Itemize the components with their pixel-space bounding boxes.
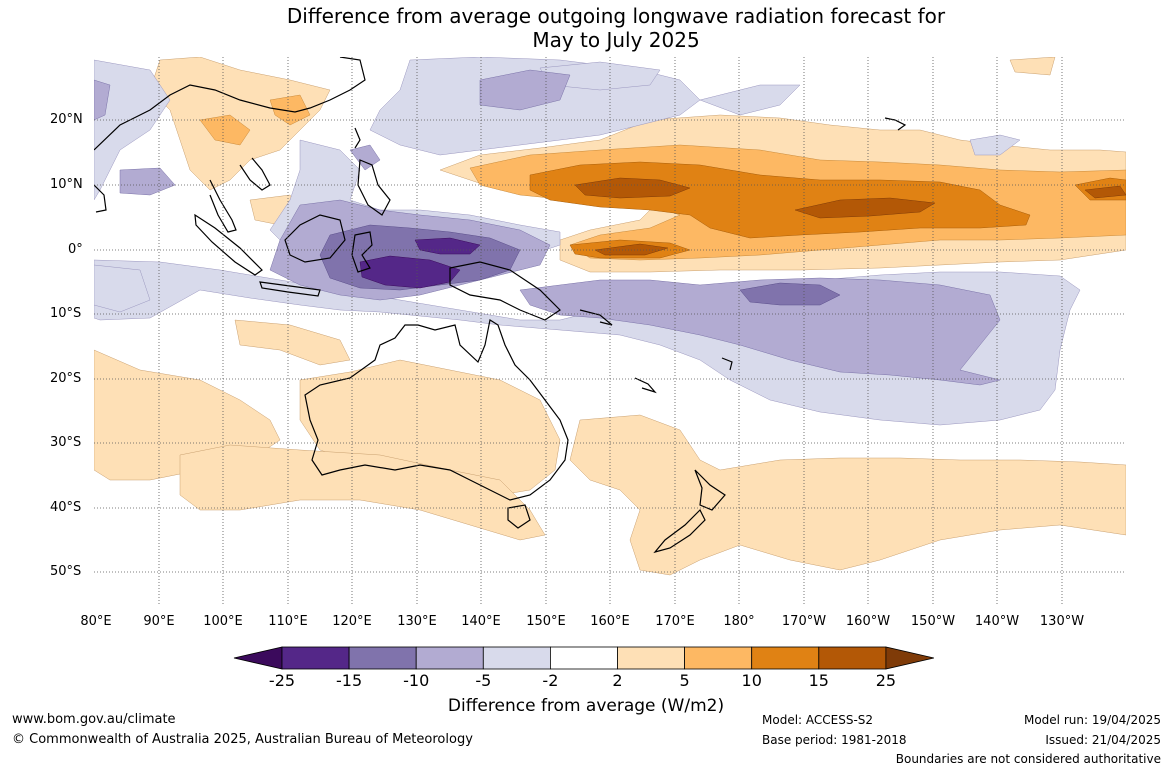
model-run-date: Model run: 19/04/2025	[1023, 713, 1161, 727]
graticule	[94, 57, 1126, 605]
lon-label-150w: 150°W	[910, 614, 956, 629]
anomaly-15-to-25-regions	[574, 177, 1126, 256]
lon-label-130w: 130°W	[1039, 614, 1085, 629]
lon-label-160w: 160°W	[845, 614, 891, 629]
fiji-outline	[721, 357, 733, 371]
mainland-asia-outline	[94, 57, 366, 233]
colorbar-tick-label: -25	[268, 671, 296, 690]
colorbar-tick-label: -10	[403, 671, 430, 690]
lon-label-120e: 120°E	[332, 614, 372, 629]
lat-label-20n: 20°N	[50, 112, 83, 127]
colorbar-tick-label: 10	[741, 671, 762, 690]
new-zealand-north-outline	[694, 469, 726, 511]
new-zealand-south-outline	[653, 508, 706, 554]
java-outline	[259, 281, 321, 297]
title-line-1: Difference from average outgoing longwav…	[286, 4, 946, 28]
colorbar-segment	[482, 646, 551, 670]
colorbar-tick-label: 25	[875, 671, 897, 690]
colorbar-tick-label: 5	[679, 671, 690, 690]
lon-label-180: 180°	[723, 614, 755, 629]
india-outline	[94, 184, 107, 213]
colorbar-segment	[684, 646, 753, 670]
new-guinea-outline	[449, 261, 561, 321]
lat-label-30s: 30°S	[50, 435, 82, 450]
lat-label-10s: 10°S	[50, 306, 82, 321]
colorbar-arrow-high	[885, 646, 934, 670]
lon-label-110e: 110°E	[268, 614, 308, 629]
coastlines	[94, 57, 907, 554]
australia-outline	[304, 319, 569, 501]
colorbar-segment	[348, 646, 417, 670]
colorbar-segment	[818, 646, 887, 670]
lat-label-10n: 10°N	[50, 177, 83, 192]
colorbar-segment	[281, 646, 350, 670]
tasmania-outline	[507, 504, 531, 529]
model-name: Model: ACCESS-S2	[762, 713, 874, 727]
lon-label-90e: 90°E	[143, 614, 175, 629]
lon-label-140w: 140°W	[974, 614, 1020, 629]
lat-label-equator: 0°	[68, 242, 83, 257]
sulawesi-outline	[351, 231, 373, 273]
lon-label-160e: 160°E	[590, 614, 630, 629]
new-caledonia-outline	[634, 377, 657, 394]
boundary-disclaimer: Boundaries are not considered authoritat…	[895, 752, 1161, 766]
lat-label-40s: 40°S	[50, 500, 82, 515]
colorbar-tick-label: -15	[336, 671, 363, 690]
colorbar-tick-label: -2	[542, 671, 559, 690]
anomaly-map	[94, 57, 1126, 605]
base-period: Base period: 1981-2018	[762, 733, 907, 747]
chart-title: Difference from average outgoing longwav…	[0, 4, 1173, 52]
colorbar-segment	[617, 646, 685, 670]
lon-label-80e: 80°E	[80, 614, 112, 629]
colorbar-segment	[415, 646, 484, 670]
lat-label-20s: 20°S	[50, 371, 82, 386]
colorbar-segment	[549, 646, 618, 670]
hawaii-outline	[884, 117, 907, 131]
lat-label-50s: 50°S	[50, 564, 82, 579]
copyright-text: © Commonwealth of Australia 2025, Austra…	[12, 732, 473, 747]
website-link[interactable]: www.bom.gov.au/climate	[12, 712, 176, 727]
colorbar	[233, 646, 934, 670]
lon-label-140e: 140°E	[461, 614, 501, 629]
colorbar-tick-label: -5	[475, 671, 492, 690]
title-line-2: May to July 2025	[532, 28, 700, 52]
lon-label-100e: 100°E	[203, 614, 243, 629]
lon-label-130e: 130°E	[397, 614, 437, 629]
philippines-outline	[357, 159, 391, 216]
colorbar-tick-label: 2	[612, 671, 623, 690]
lon-label-170w: 170°W	[781, 614, 827, 629]
lon-label-170e: 170°E	[655, 614, 695, 629]
colorbar-label: Difference from average (W/m2)	[447, 696, 725, 716]
solomon-islands-outline	[579, 309, 613, 326]
colorbar-tick-label: 15	[808, 671, 829, 690]
taiwan-outline	[354, 127, 361, 149]
colorbar-segment	[751, 646, 820, 670]
borneo-outline	[284, 214, 346, 263]
lon-label-150e: 150°E	[526, 614, 566, 629]
colorbar-arrow-low	[233, 646, 283, 670]
issued-date: Issued: 21/04/2025	[1045, 733, 1161, 747]
